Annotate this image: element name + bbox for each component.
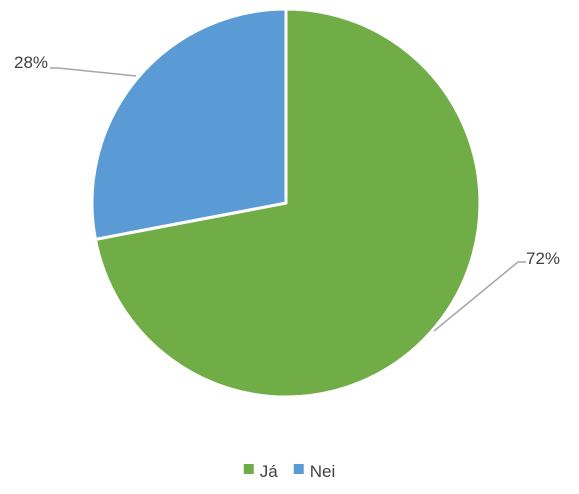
pie-slices: [90, 7, 482, 399]
leader-line-já: [433, 261, 526, 332]
legend-swatch-nei: [293, 464, 304, 474]
legend-label-já: Já: [260, 462, 279, 481]
data-label-nei: 28%: [14, 53, 48, 72]
legend-label-nei: Nei: [310, 462, 336, 481]
data-label-já: 72%: [526, 249, 560, 268]
pie-slice-nei: [90, 7, 288, 241]
data-labels: 72% 28%: [14, 53, 560, 268]
legend: Já Nei: [243, 462, 336, 481]
leader-lines: [50, 67, 526, 332]
leader-line-nei: [50, 67, 137, 77]
pie-slice-já: [93, 7, 482, 399]
legend-swatch-já: [243, 464, 254, 474]
